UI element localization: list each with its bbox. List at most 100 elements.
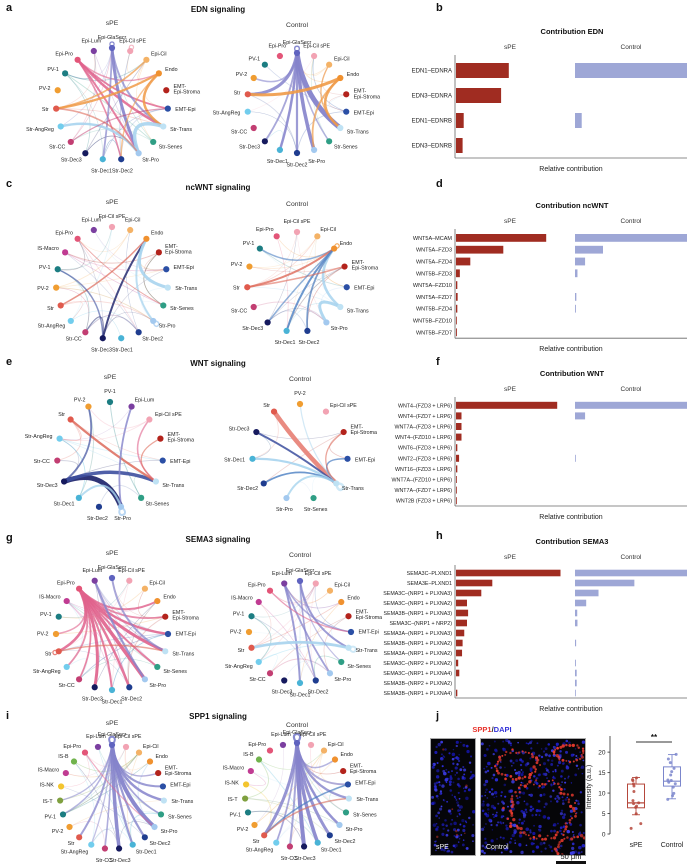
data-point (671, 785, 675, 789)
graph-node (82, 150, 89, 157)
dapi-nucleus (564, 798, 568, 801)
graph-node-label: Epi-GlaSecr (98, 732, 127, 738)
data-point (671, 794, 675, 798)
bar-spe (456, 619, 467, 627)
graph-node-label: Str-Dec3 (110, 858, 131, 864)
spp1-signal (535, 761, 539, 765)
dapi-nucleus (539, 793, 543, 797)
spp1-signal (530, 771, 534, 775)
spp1-signal (512, 803, 515, 806)
dapi-nucleus (472, 840, 474, 842)
circle-plot-svg: Epi-Cil sPE Epi-Cil Endo EMT-Epi-Stroma EMT-… (231, 219, 378, 346)
dapi-nucleus (570, 782, 573, 784)
data-point (666, 797, 670, 801)
bar-row-label: WNT5A–FZD4 (416, 260, 452, 266)
panel-i-title: SPP1 signaling (189, 712, 247, 721)
graph-edge (328, 93, 347, 113)
graph-node (57, 783, 65, 790)
graph-node-label: EMT-Epi (354, 286, 374, 292)
dapi-nucleus (462, 743, 466, 747)
dapi-nucleus (440, 805, 443, 808)
spp1-signal (534, 770, 537, 773)
graph-node-label: Str (263, 403, 270, 409)
graph-node-label: Str-Trans (171, 799, 193, 805)
graph-edge (101, 47, 113, 161)
dapi-nucleus (531, 850, 535, 853)
graph-node-label: Str (47, 306, 54, 312)
graph-node-label: Epi-Lum (83, 568, 103, 574)
spp1-signal (527, 776, 532, 780)
graph-node (126, 577, 133, 584)
graph-edge (267, 231, 298, 323)
graph-edge (247, 93, 298, 154)
graph-edge (60, 301, 83, 322)
graph-node-label: Str-Senes (146, 502, 170, 508)
spp1-signal (556, 852, 560, 856)
spp1-signal (576, 744, 579, 747)
dapi-nucleus (458, 806, 461, 809)
dapi-nucleus (522, 784, 524, 787)
dapi-nucleus (484, 779, 489, 784)
graph-node-label: Str-Dec3 (271, 690, 292, 696)
dapi-nucleus (533, 824, 535, 827)
dapi-nucleus (431, 795, 435, 799)
bar-row-label: WNT5A–FZD10 (413, 283, 452, 289)
dapi-nucleus (536, 777, 539, 780)
dapi-nucleus (484, 812, 488, 816)
graph-edge (269, 658, 331, 674)
bar-row-label: EDN3–EDNRA (412, 94, 452, 100)
circle-plot-ncwnt-spe: Epi-Cil sPE Epi-Cil Endo EMT-Epi-Stroma EMT-… (12, 195, 212, 371)
dapi-nucleus (545, 767, 548, 770)
graph-edge (59, 744, 113, 802)
graph-node (76, 834, 83, 841)
if-image-spe: sPE (430, 738, 476, 856)
graph-edge (78, 658, 158, 680)
graph-node-label: IS-Macro (39, 594, 61, 600)
dapi-nucleus (511, 765, 513, 767)
spp1-signal (558, 786, 561, 789)
graph-node (326, 832, 333, 839)
spp1-signal (532, 765, 536, 769)
spp1-signal (550, 837, 553, 840)
spp1-signal (496, 762, 499, 765)
dapi-nucleus (467, 788, 471, 792)
graph-node (266, 747, 274, 754)
dapi-nucleus (556, 744, 558, 747)
dapi-nucleus (546, 817, 549, 820)
graph-edge (296, 52, 330, 143)
graph-edge (254, 744, 285, 826)
graph-node (55, 648, 62, 655)
bar-control (575, 63, 687, 78)
graph-node-label: Epi-Cil sPE (303, 43, 330, 49)
dapi-nucleus (569, 815, 572, 818)
graph-node-label: Str-Dec1 (112, 348, 133, 354)
graph-node (118, 156, 125, 163)
dapi-nucleus (452, 844, 456, 848)
graph-node (296, 679, 304, 687)
graph-node-label: EMT-Epi-Stroma (172, 610, 199, 622)
dapi-nucleus (563, 788, 566, 791)
dapi-nucleus (449, 789, 453, 792)
graph-node-label: Str-Dec2 (335, 839, 356, 845)
spp1-signal (515, 824, 519, 828)
graph-node (314, 233, 321, 240)
spp1-signal (519, 831, 523, 835)
bar-spe (456, 304, 458, 313)
dapi-nucleus (517, 770, 521, 775)
graph-node (155, 769, 162, 777)
spp1-signal (534, 756, 539, 760)
dapi-nucleus (434, 788, 438, 792)
dapi-nucleus (542, 785, 546, 789)
dapi-nucleus (518, 834, 523, 838)
dapi-nucleus (441, 784, 445, 788)
bar-row-label: SEMA3A–(NRP1 + PLXNA3) (384, 631, 453, 637)
graph-node-label: Str-Trans (172, 651, 194, 657)
graph-node-label: EMT-Epi (175, 107, 195, 113)
dapi-nucleus (463, 768, 467, 772)
graph-node (150, 138, 157, 146)
graph-node (340, 428, 347, 436)
graph-node-label: Str (253, 839, 260, 845)
graph-edge (62, 752, 140, 815)
graph-edge (60, 300, 154, 322)
